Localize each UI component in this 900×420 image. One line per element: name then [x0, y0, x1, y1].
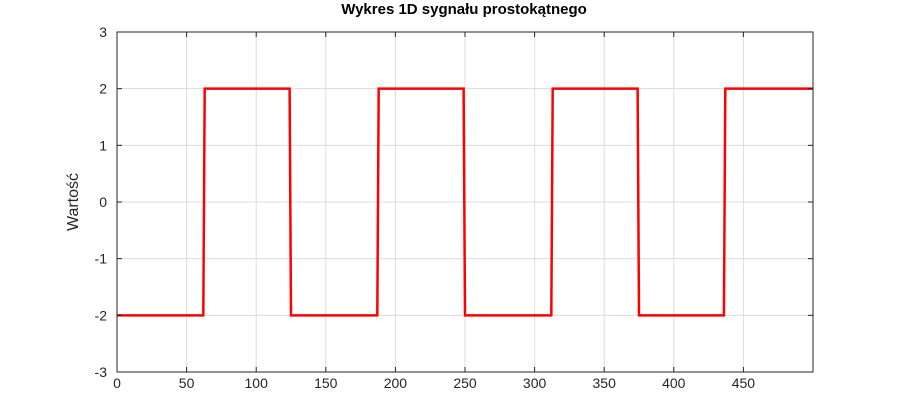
x-tick-label: 450 — [732, 375, 756, 391]
chart-title: Wykres 1D sygnału prostokątnego — [341, 1, 587, 18]
y-tick-label: 1 — [99, 137, 107, 153]
x-tick-label: 0 — [113, 375, 121, 391]
x-tick-label: 400 — [662, 375, 686, 391]
square-wave-line — [117, 87, 813, 317]
x-tick-label: 100 — [245, 375, 269, 391]
y-tick-label: 0 — [99, 194, 107, 210]
x-tick-label: 250 — [453, 375, 477, 391]
y-tick-label: -3 — [95, 364, 108, 380]
y-tick-label: 2 — [99, 81, 107, 97]
x-tick-label: 150 — [314, 375, 338, 391]
y-tick-label: -2 — [95, 307, 108, 323]
x-tick-label: 300 — [523, 375, 547, 391]
y-tick-label: 3 — [99, 24, 107, 40]
x-tick-label: 200 — [384, 375, 408, 391]
x-tick-label: 50 — [179, 375, 195, 391]
x-tick-label: 350 — [593, 375, 617, 391]
ticks: 0 50 100 150 200 250 300 350 400 450 -3 -2 -1 0 1 2 3 — [95, 24, 813, 391]
y-axis-label: Wartość — [65, 173, 82, 231]
series-layer — [117, 87, 813, 317]
y-tick-label: -1 — [95, 251, 108, 267]
